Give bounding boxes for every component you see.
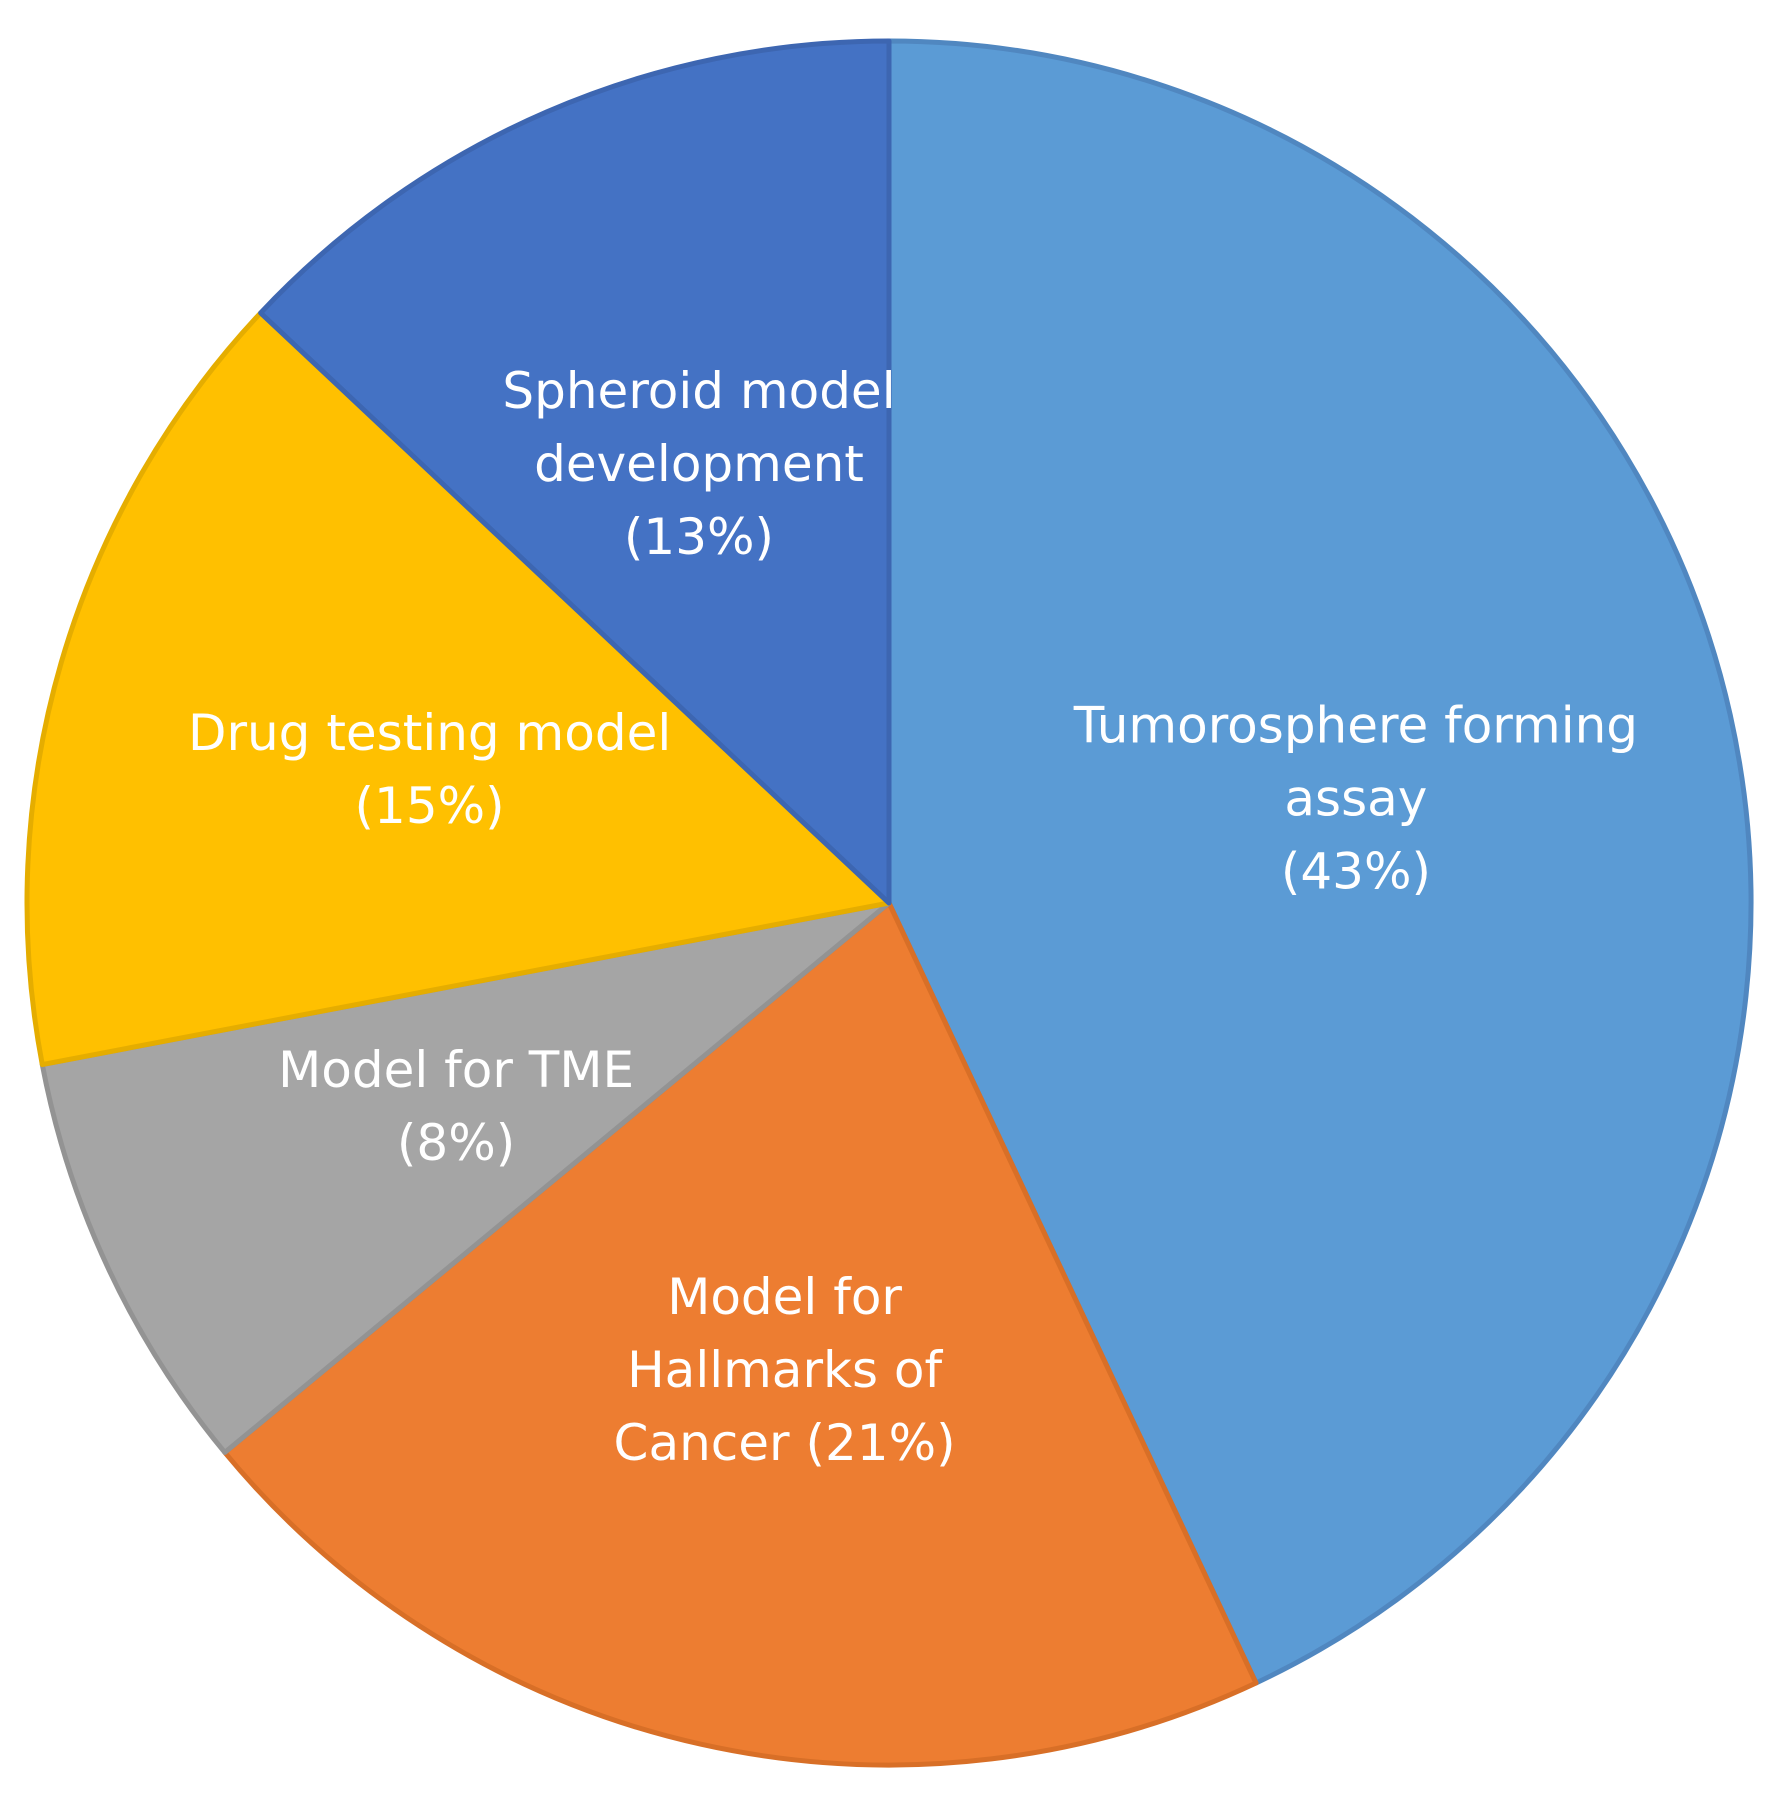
slice-label-line: Hallmarks of: [627, 1341, 943, 1399]
slice-label-line: (13%): [624, 508, 774, 566]
slice-label-spheroid-model-development: Spheroid model development (13%): [502, 362, 895, 566]
pie-slice-model-for-hallmarks-of-cancer: [222, 900, 1259, 1768]
pie-slice-drug-testing-model: [24, 310, 892, 1068]
slice-label-line: (8%): [397, 1114, 515, 1172]
slice-label-line: Spheroid model: [502, 362, 895, 420]
slice-label-model-for-hallmarks-of-cancer: Model for Hallmarks of Cancer (21%): [614, 1268, 956, 1472]
slice-label-line: Model for: [667, 1268, 902, 1326]
pie-slice-spheroid-model-development: [258, 38, 892, 906]
slice-label-model-for-tme: Model for TME (8%): [278, 1041, 634, 1172]
slice-label-line: (15%): [355, 777, 505, 835]
pie-labels: Tumorosphere forming assay (43%) Model for H…: [188, 362, 1638, 1472]
slice-label-line: assay: [1284, 770, 1427, 828]
slice-label-line: Tumorosphere forming: [1073, 697, 1638, 755]
slice-label-tumorosphere-forming-assay: Tumorosphere forming assay (43%): [1073, 697, 1638, 901]
slice-label-drug-testing-model: Drug testing model (15%): [188, 704, 671, 835]
pie-slice-tumorosphere-forming-assay: [886, 38, 1754, 1686]
pie-slices: [24, 38, 1754, 1768]
slice-label-line: Model for TME: [278, 1041, 634, 1099]
pie-slice-model-for-tme: [39, 900, 892, 1455]
slice-label-line: (43%): [1281, 843, 1431, 901]
slice-label-line: development: [534, 435, 864, 493]
slice-label-line: Drug testing model: [188, 704, 671, 762]
slice-label-line: Cancer (21%): [614, 1414, 956, 1472]
